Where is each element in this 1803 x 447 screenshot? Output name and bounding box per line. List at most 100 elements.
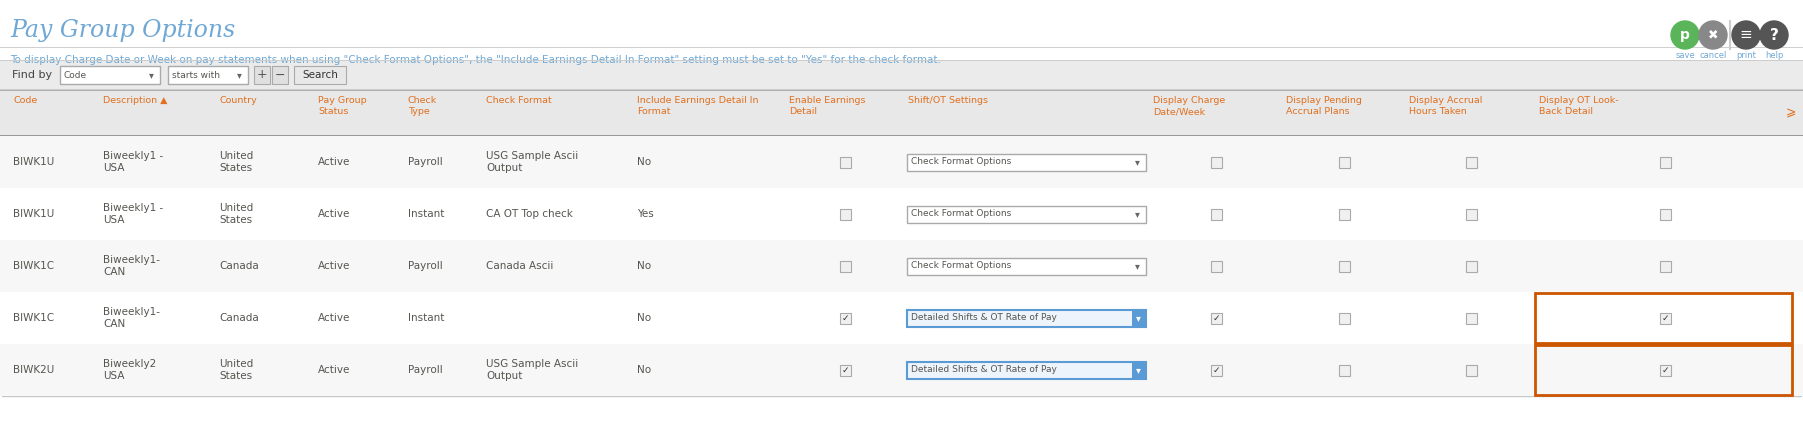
Bar bbox=[907, 257, 1147, 274]
Bar bbox=[840, 312, 851, 324]
Bar bbox=[840, 261, 851, 271]
Bar bbox=[1210, 208, 1221, 219]
Bar bbox=[0, 188, 1803, 240]
Bar bbox=[1210, 156, 1221, 168]
Bar bbox=[1338, 364, 1349, 375]
Bar bbox=[0, 90, 1803, 91]
Bar bbox=[272, 66, 288, 84]
Text: Payroll: Payroll bbox=[407, 157, 444, 167]
Text: ?: ? bbox=[1769, 28, 1778, 42]
Text: ▾: ▾ bbox=[148, 70, 153, 80]
Text: Shift/OT Settings: Shift/OT Settings bbox=[909, 96, 988, 105]
Text: Biweekly1 -
USA: Biweekly1 - USA bbox=[103, 151, 164, 173]
Text: Check Format Options: Check Format Options bbox=[911, 210, 1011, 219]
Bar bbox=[1659, 156, 1671, 168]
Bar bbox=[1210, 364, 1221, 375]
Text: ✖: ✖ bbox=[1707, 29, 1718, 42]
Bar bbox=[0, 136, 1803, 188]
Text: −: − bbox=[274, 68, 285, 81]
Bar bbox=[0, 47, 1803, 48]
Text: Display Charge
Date/Week: Display Charge Date/Week bbox=[1152, 96, 1226, 116]
Bar bbox=[907, 309, 1147, 326]
Text: Include Earnings Detail In
Format: Include Earnings Detail In Format bbox=[636, 96, 759, 116]
Text: ✓: ✓ bbox=[1212, 366, 1221, 375]
Text: Payroll: Payroll bbox=[407, 365, 444, 375]
Text: Country: Country bbox=[218, 96, 256, 105]
Bar bbox=[0, 292, 1803, 344]
Text: BIWK1U: BIWK1U bbox=[13, 209, 54, 219]
Bar bbox=[59, 66, 160, 84]
Bar bbox=[840, 208, 851, 219]
Bar bbox=[1210, 261, 1221, 271]
Text: Active: Active bbox=[317, 261, 350, 271]
Bar bbox=[0, 240, 1803, 292]
Text: ▾: ▾ bbox=[1136, 313, 1141, 323]
Text: ▾: ▾ bbox=[1134, 209, 1139, 219]
Text: Check Format: Check Format bbox=[487, 96, 552, 105]
Text: Active: Active bbox=[317, 157, 350, 167]
Bar bbox=[907, 206, 1147, 223]
Text: ▾: ▾ bbox=[236, 70, 242, 80]
Text: p: p bbox=[1680, 28, 1689, 42]
Bar bbox=[294, 66, 346, 84]
Bar bbox=[0, 89, 1803, 90]
Text: To display Charge Date or Week on pay statements when using "Check Format Option: To display Charge Date or Week on pay st… bbox=[11, 55, 941, 65]
Bar bbox=[1659, 261, 1671, 271]
Bar bbox=[1466, 312, 1477, 324]
Text: No: No bbox=[636, 261, 651, 271]
Text: USG Sample Ascii
Output: USG Sample Ascii Output bbox=[487, 359, 579, 381]
Text: Check Format Options: Check Format Options bbox=[911, 261, 1011, 270]
Text: ▾: ▾ bbox=[1134, 365, 1139, 375]
Text: Active: Active bbox=[317, 365, 350, 375]
Bar bbox=[1132, 363, 1145, 378]
Circle shape bbox=[1760, 21, 1789, 49]
Text: help: help bbox=[1765, 51, 1783, 59]
Text: save: save bbox=[1675, 51, 1695, 59]
Text: United
States: United States bbox=[218, 203, 252, 225]
Bar bbox=[907, 153, 1147, 170]
Text: Instant: Instant bbox=[407, 209, 444, 219]
Text: ▾: ▾ bbox=[1134, 261, 1139, 271]
Text: BIWK1U: BIWK1U bbox=[13, 157, 54, 167]
Text: +: + bbox=[256, 68, 267, 81]
Text: BIWK1C: BIWK1C bbox=[13, 313, 54, 323]
Text: Payroll: Payroll bbox=[407, 261, 444, 271]
Text: Display Pending
Accrual Plans: Display Pending Accrual Plans bbox=[1286, 96, 1361, 116]
Bar bbox=[0, 187, 1803, 188]
Bar bbox=[0, 60, 1803, 90]
Bar bbox=[0, 344, 1803, 396]
Text: ▾: ▾ bbox=[1134, 157, 1139, 167]
Bar bbox=[840, 364, 851, 375]
Text: Check Format Options: Check Format Options bbox=[911, 157, 1011, 166]
Bar bbox=[0, 90, 1803, 91]
Text: United
States: United States bbox=[218, 151, 252, 173]
Bar bbox=[254, 66, 270, 84]
Text: ▾: ▾ bbox=[1134, 313, 1139, 323]
Text: USG Sample Ascii
Output: USG Sample Ascii Output bbox=[487, 151, 579, 173]
Text: Biweekly1-
CAN: Biweekly1- CAN bbox=[103, 255, 160, 277]
Bar bbox=[1534, 293, 1792, 343]
Text: BIWK1C: BIWK1C bbox=[13, 261, 54, 271]
Circle shape bbox=[1733, 21, 1760, 49]
Text: ✓: ✓ bbox=[1212, 313, 1221, 322]
Text: Check
Type: Check Type bbox=[407, 96, 438, 116]
Text: Canada Ascii: Canada Ascii bbox=[487, 261, 554, 271]
Text: Pay Group
Status: Pay Group Status bbox=[317, 96, 366, 116]
Bar bbox=[1659, 208, 1671, 219]
Text: No: No bbox=[636, 365, 651, 375]
Text: print: print bbox=[1736, 51, 1756, 59]
Bar bbox=[1659, 364, 1671, 375]
Bar bbox=[0, 343, 1803, 344]
Bar bbox=[0, 60, 1803, 61]
Text: CA OT Top check: CA OT Top check bbox=[487, 209, 573, 219]
Bar bbox=[1338, 208, 1349, 219]
Text: Display OT Look-
Back Detail: Display OT Look- Back Detail bbox=[1540, 96, 1619, 116]
Text: No: No bbox=[636, 313, 651, 323]
Text: Description ▲: Description ▲ bbox=[103, 96, 168, 105]
Text: ✓: ✓ bbox=[842, 366, 849, 375]
Text: Biweekly1 -
USA: Biweekly1 - USA bbox=[103, 203, 164, 225]
Text: United
States: United States bbox=[218, 359, 252, 381]
Text: ▾: ▾ bbox=[1136, 365, 1141, 375]
Bar bbox=[168, 66, 249, 84]
Text: Enable Earnings
Detail: Enable Earnings Detail bbox=[790, 96, 865, 116]
